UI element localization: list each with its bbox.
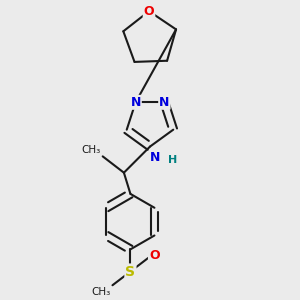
Text: O: O xyxy=(144,5,154,18)
Text: CH₃: CH₃ xyxy=(82,145,101,155)
Text: CH₃: CH₃ xyxy=(92,287,111,297)
Text: O: O xyxy=(149,249,160,262)
Text: N: N xyxy=(150,152,160,164)
Text: N: N xyxy=(159,96,170,109)
Text: S: S xyxy=(125,265,135,278)
Text: N: N xyxy=(130,96,141,109)
Text: H: H xyxy=(168,154,177,165)
